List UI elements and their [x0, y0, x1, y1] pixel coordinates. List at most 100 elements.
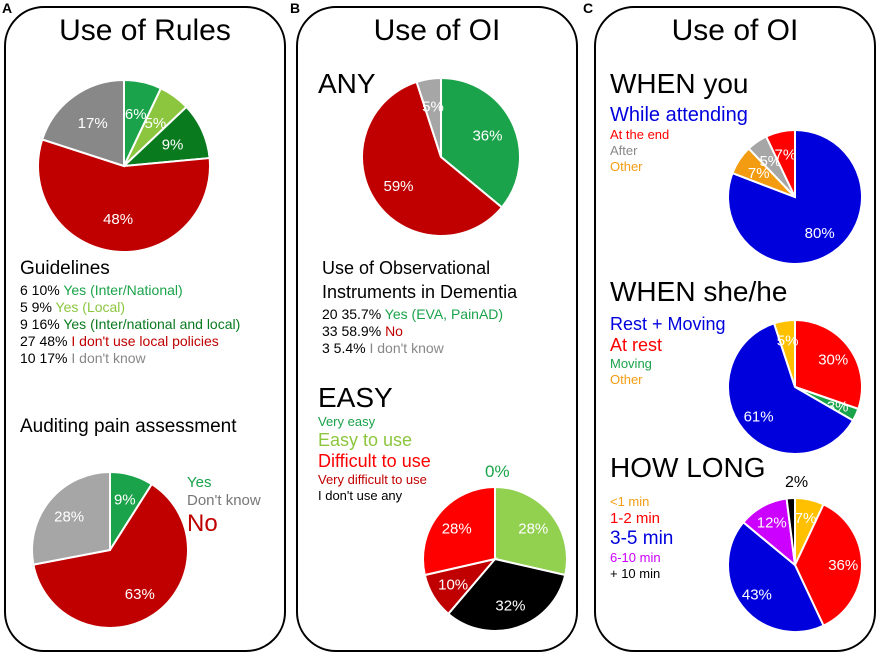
- rules-slice-label-3: 48%: [103, 211, 133, 228]
- how-long-slice-1: [793, 503, 863, 627]
- guideline-count: 27 48%: [20, 333, 72, 349]
- instruments-heading-line-2: Instruments in Dementia: [322, 282, 518, 302]
- instrument-text: Yes (EVA, PainAD): [384, 306, 504, 322]
- guideline-text: Yes (Local): [55, 299, 126, 315]
- how-long-legend: <1 min 1-2 min 3-5 min 6-10 min + 10 min: [610, 494, 673, 582]
- how-long-slice-label-1: 36%: [828, 557, 858, 574]
- very-easy-zero-label: 0%: [485, 462, 510, 481]
- panel-label-c: C: [583, 0, 594, 16]
- rules-slice-label-2: 9%: [162, 136, 184, 153]
- guideline-text: I don't use local policies: [71, 333, 219, 349]
- when-she-slice-label-2: 61%: [744, 408, 774, 425]
- when-she-label: WHEN she/he: [610, 276, 788, 307]
- when-she-legend-item: Rest + Moving: [610, 314, 726, 334]
- easy-legend-item: Very difficult to use: [318, 472, 427, 487]
- when-you-slice-label-1: 7%: [748, 165, 770, 182]
- easy-legend-item: Difficult to use: [318, 451, 431, 471]
- any-slice-label-2: 5%: [422, 99, 444, 116]
- auditing-legend-yes: Yes: [187, 474, 212, 491]
- any-slice-label-1: 59%: [384, 178, 414, 195]
- auditing-slice-1: [32, 482, 189, 629]
- panel-b-title: Use of OI: [373, 14, 501, 47]
- easy-slice-label-4: 28%: [442, 521, 472, 538]
- guidelines-heading: Guidelines: [20, 258, 110, 279]
- when-she-slice-0: [794, 318, 863, 411]
- pie-chart-when-she: 30%3%61%5%: [727, 318, 863, 455]
- instrument-text: No: [385, 323, 403, 339]
- how-long-slice-2: [727, 520, 825, 633]
- panel-label-b: B: [290, 0, 301, 16]
- auditing-slice-label-2: 28%: [54, 508, 84, 525]
- guideline-row: 9 16% Yes (Inter/national and local): [20, 316, 240, 333]
- when-you-slice-label-3: 7%: [775, 146, 797, 163]
- guideline-count: 6 10%: [20, 282, 64, 298]
- when-she-legend-item: Moving: [610, 356, 652, 371]
- guideline-count: 9 16%: [20, 316, 64, 332]
- how-long-slice-label-2: 43%: [742, 586, 772, 603]
- pie-chart-rules: 6%5% 9% 48% 17%: [37, 78, 211, 253]
- how-long-legend-item: 1-2 min: [610, 510, 661, 527]
- panel-a-title: Use of Rules: [59, 14, 231, 47]
- how-long-legend-item: <1 min: [610, 494, 650, 509]
- any-slice-0: [440, 76, 521, 209]
- how-long-legend-item: 3-5 min: [610, 528, 674, 549]
- pie-chart-any: 36% 59% 5%: [361, 76, 521, 237]
- when-you-slice-3: [764, 128, 796, 198]
- when-she-slice-2: [727, 322, 855, 455]
- rules-slice-label-1: 5%: [144, 115, 166, 132]
- how-long-legend-item: + 10 min: [610, 566, 661, 581]
- instrument-count: 33 58.9%: [322, 323, 386, 339]
- pie-chart-how-long: 7% 36% 43% 12%: [727, 496, 863, 633]
- easy-legend-item: Easy to use: [318, 430, 413, 450]
- when-she-legend-item: Other: [610, 372, 643, 387]
- instrument-row: 20 35.7% Yes (EVA, PainAD): [322, 306, 503, 323]
- guideline-text: Yes (Inter/National): [63, 282, 183, 298]
- when-you-legend-item: Other: [610, 159, 643, 174]
- instrument-count: 20 35.7%: [322, 306, 385, 322]
- easy-slice-label-2: 32%: [495, 598, 525, 615]
- easy-slice-label-3: 10%: [438, 577, 468, 594]
- how-long-label: HOW LONG: [610, 452, 766, 483]
- panel-label-a: A: [2, 0, 13, 16]
- easy-slice-label-1: 28%: [518, 521, 548, 538]
- when-you-legend-item: At the end: [610, 127, 670, 142]
- when-she-slice-label-3: 5%: [777, 333, 799, 350]
- auditing-legend-no: No: [187, 510, 218, 537]
- easy-legend: Very easy Easy to use Difficult to use Very…: [318, 414, 431, 504]
- how-long-legend-item: 6-10 min: [610, 550, 661, 565]
- instrument-row: 33 58.9% No: [322, 323, 503, 340]
- easy-legend-item: Very easy: [318, 414, 376, 429]
- instruments-legend: 20 35.7% Yes (EVA, PainAD) 33 58.9% No 3 5…: [322, 306, 503, 357]
- auditing-heading: Auditing pain assessment: [20, 416, 237, 437]
- easy-legend-item: I don't use any: [318, 488, 403, 503]
- auditing-slice-2: [31, 470, 111, 566]
- guideline-text: I don't know: [71, 350, 146, 366]
- guideline-text: Yes (Inter/national and local): [63, 316, 241, 332]
- how-long-slice-label-3: 12%: [757, 515, 787, 532]
- auditing-slice-label-1: 63%: [125, 586, 155, 603]
- guideline-row: 6 10% Yes (Inter/National): [20, 282, 240, 299]
- guideline-count: 5 9%: [20, 299, 56, 315]
- any-slice-1: [361, 80, 504, 237]
- guidelines-legend: 6 10% Yes (Inter/National) 5 9% Yes (Loca…: [20, 282, 240, 367]
- pie-chart-auditing: 9% 63% 28%: [31, 470, 189, 629]
- how-long-slice-4: [785, 496, 796, 566]
- guideline-row: 5 9% Yes (Local): [20, 299, 240, 316]
- pie-chart-when-you: 80%7%5%7%: [727, 128, 863, 265]
- guideline-count: 10 17%: [20, 350, 72, 366]
- when-she-legend: Rest + Moving At rest Moving Other: [610, 314, 726, 388]
- rules-slice-label-4: 17%: [78, 115, 108, 132]
- when-she-legend-item: At rest: [610, 335, 663, 355]
- any-slice-label-0: 36%: [472, 127, 502, 144]
- instrument-count: 3 5.4%: [322, 340, 370, 356]
- when-she-slice-label-0: 30%: [818, 352, 848, 369]
- instrument-row: 3 5.4% I don't know: [322, 340, 503, 357]
- pie-chart-easy: 28% 32% 10% 28%: [422, 485, 568, 632]
- any-label: ANY: [318, 68, 376, 99]
- easy-slice-2: [446, 557, 567, 632]
- rules-slice-label-0: 6%: [125, 106, 147, 123]
- instruments-heading-line-1: Use of Observational: [322, 258, 491, 278]
- rules-slice-4: [40, 78, 125, 168]
- auditing-slice-label-0: 9%: [114, 491, 136, 508]
- auditing-legend-dont-know: Don't know: [187, 492, 261, 509]
